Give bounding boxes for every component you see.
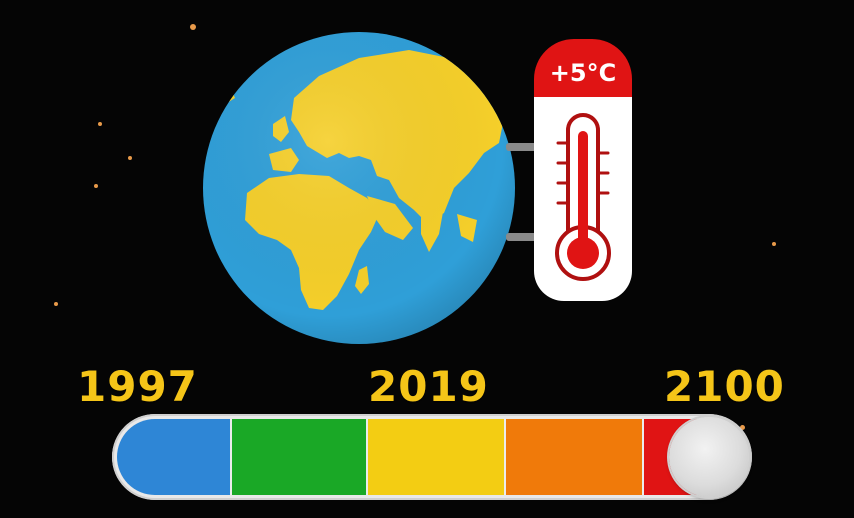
star xyxy=(740,425,745,430)
year-label-end: 2100 xyxy=(664,362,785,411)
temperature-label: +5°C xyxy=(550,59,616,87)
timeline-track xyxy=(117,419,747,495)
earth-globe-icon xyxy=(203,32,515,344)
timeline-segment-blue xyxy=(117,419,232,495)
star xyxy=(54,302,58,306)
star xyxy=(128,156,132,160)
star xyxy=(94,184,98,188)
star xyxy=(772,242,776,246)
year-label-start: 1997 xyxy=(77,362,198,411)
thermometer-icon: +5°C xyxy=(506,39,632,301)
thermometer-mercury xyxy=(578,131,588,253)
star xyxy=(190,24,196,30)
year-label-middle: 2019 xyxy=(368,362,489,411)
timeline-segment-orange xyxy=(506,419,644,495)
timeline-slider[interactable] xyxy=(112,414,752,500)
star xyxy=(98,122,102,126)
timeline-segment-green xyxy=(232,419,368,495)
timeline-slider-handle[interactable] xyxy=(669,417,749,497)
thermometer-ticks xyxy=(556,141,610,205)
timeline-segment-yellow xyxy=(368,419,506,495)
